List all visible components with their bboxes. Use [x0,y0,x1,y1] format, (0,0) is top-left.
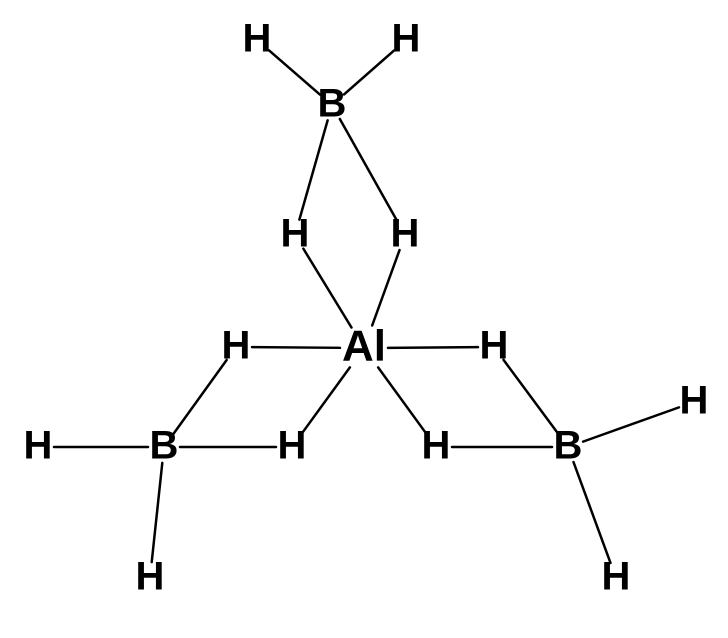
atom-h: H [602,555,631,599]
atom-h: H [278,424,307,468]
bond [504,360,559,434]
bond [583,407,679,441]
molecular-structure-diagram: Al B H H H H B H H H H B H H H H [0,0,728,638]
bond [340,119,397,221]
atom-al: Al [342,322,386,371]
atom-h: H [281,212,310,256]
atom-h: H [136,555,165,599]
bond [299,120,327,219]
bond [152,463,163,562]
atom-b: B [318,82,347,126]
atom-h: H [680,379,709,423]
atom-h: H [392,17,421,61]
bond [378,367,426,434]
bond [252,347,340,348]
bond [269,50,320,94]
bond [173,360,226,434]
bond [388,347,478,348]
atom-h: H [24,424,53,468]
atom-h: H [243,17,272,61]
atom-h: H [480,324,509,368]
bond [372,250,399,325]
bond [301,367,349,434]
atom-b: B [150,424,179,468]
atom-h: H [422,424,451,468]
bond [344,51,394,95]
bond [574,462,611,563]
atom-h: H [391,212,420,256]
atom-b: B [554,424,583,468]
atom-h: H [222,324,251,368]
bond [303,249,351,328]
